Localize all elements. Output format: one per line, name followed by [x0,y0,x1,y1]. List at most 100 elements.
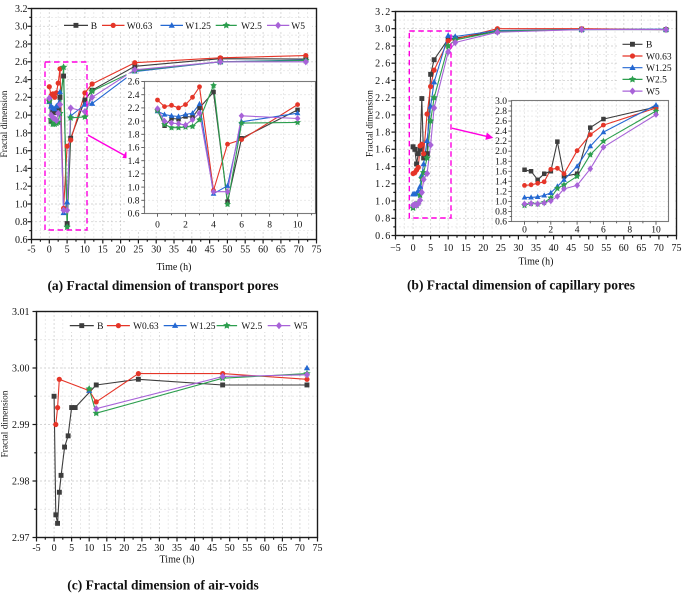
svg-text:5: 5 [428,243,433,254]
svg-text:0: 0 [52,543,57,554]
svg-text:2.4: 2.4 [375,76,391,87]
svg-text:10: 10 [293,221,303,231]
svg-text:0.6: 0.6 [128,210,140,220]
svg-text:2.6: 2.6 [15,57,28,68]
svg-text:2.6: 2.6 [375,59,391,70]
svg-text:40: 40 [190,543,200,554]
svg-text:3.2: 3.2 [15,4,28,15]
svg-text:3.01: 3.01 [12,307,30,318]
svg-text:6: 6 [601,226,606,236]
svg-text:0.8: 0.8 [15,217,28,228]
svg-text:0.6: 0.6 [15,235,28,246]
svg-text:1.6: 1.6 [375,145,391,156]
svg-text:1.6: 1.6 [128,144,140,154]
svg-text:B: B [646,41,652,51]
svg-text:75: 75 [313,543,323,554]
svg-text:1.0: 1.0 [128,183,140,193]
svg-text:0: 0 [411,243,416,254]
svg-text:15: 15 [102,543,112,554]
svg-text:4: 4 [575,226,580,236]
svg-text:8: 8 [627,226,632,236]
svg-text:15: 15 [98,244,108,255]
svg-text:2.99: 2.99 [12,420,30,431]
svg-text:1.4: 1.4 [15,164,28,175]
svg-text:2.4: 2.4 [15,75,28,86]
svg-text:10: 10 [84,543,94,554]
svg-text:Time (h): Time (h) [157,262,192,273]
svg-text:20: 20 [116,244,126,255]
svg-text:B: B [97,322,103,332]
svg-text:2.0: 2.0 [128,117,140,127]
svg-text:Time (h): Time (h) [160,555,195,566]
svg-text:Fractal dimension: Fractal dimension [0,90,10,157]
svg-text:1.0: 1.0 [375,196,391,207]
svg-text:-5: -5 [32,543,40,554]
svg-text:1.6: 1.6 [15,146,28,157]
svg-text:1.4: 1.4 [375,162,391,173]
svg-text:0.8: 0.8 [375,214,391,225]
svg-text:55: 55 [240,244,250,255]
svg-text:8: 8 [267,221,272,231]
svg-text:1.0: 1.0 [495,197,507,207]
svg-text:0: 0 [522,226,527,236]
svg-text:45: 45 [566,243,576,254]
svg-text:W0.63: W0.63 [133,322,159,332]
svg-text:1.2: 1.2 [495,187,507,197]
svg-text:2.0: 2.0 [495,147,507,157]
svg-text:40: 40 [187,244,197,255]
svg-text:70: 70 [654,243,664,254]
svg-text:60: 60 [260,543,270,554]
svg-text:(a) Fractal dimension of trans: (a) Fractal dimension of transport pores [47,278,278,293]
svg-text:35: 35 [172,543,182,554]
svg-text:10: 10 [651,226,661,236]
svg-text:3.2: 3.2 [375,7,391,18]
svg-text:15: 15 [461,243,471,254]
svg-text:2.4: 2.4 [128,91,140,101]
svg-text:10: 10 [443,243,453,254]
svg-text:20: 20 [119,543,129,554]
svg-text:4: 4 [211,221,216,231]
svg-text:2.4: 2.4 [495,127,507,137]
svg-text:(c) Fractal dimension of air-v: (c) Fractal dimension of air-voids [67,578,258,593]
svg-text:2.2: 2.2 [495,137,507,147]
svg-text:2.2: 2.2 [15,93,28,104]
svg-text:W1.25: W1.25 [190,322,216,332]
svg-text:0: 0 [155,221,160,231]
svg-text:0: 0 [47,244,52,255]
svg-text:W2.5: W2.5 [241,322,262,332]
svg-text:2.2: 2.2 [375,93,391,104]
svg-text:35: 35 [169,244,179,255]
svg-text:W2.5: W2.5 [646,76,667,86]
svg-text:1.2: 1.2 [375,179,391,190]
svg-text:55: 55 [242,543,252,554]
svg-text:-5: -5 [27,244,35,255]
svg-text:W2.5: W2.5 [241,22,262,32]
svg-text:20: 20 [478,243,488,254]
svg-text:2.6: 2.6 [128,78,140,88]
svg-text:3.00: 3.00 [12,363,30,374]
svg-text:1.6: 1.6 [495,167,507,177]
svg-text:10: 10 [80,244,90,255]
svg-text:2.97: 2.97 [12,533,30,544]
svg-text:50: 50 [225,543,235,554]
svg-text:6: 6 [239,221,244,231]
svg-text:W5: W5 [294,322,308,332]
svg-text:1.0: 1.0 [15,199,28,210]
svg-text:1.8: 1.8 [15,128,28,139]
svg-text:W1.25: W1.25 [185,22,211,32]
svg-text:2.0: 2.0 [375,110,391,121]
svg-text:1.8: 1.8 [495,157,507,167]
svg-text:−5: −5 [390,243,401,254]
svg-text:25: 25 [133,244,143,255]
svg-text:25: 25 [137,543,147,554]
svg-text:W5: W5 [646,87,660,97]
svg-text:(b) Fractal dimension of capil: (b) Fractal dimension of capillary pores [407,278,635,293]
svg-text:70: 70 [294,244,304,255]
svg-text:2: 2 [183,221,188,231]
svg-text:W1.25: W1.25 [646,64,672,74]
svg-text:1.4: 1.4 [128,157,140,167]
svg-text:1.2: 1.2 [15,182,28,193]
svg-text:1.8: 1.8 [128,131,140,141]
svg-text:0.6: 0.6 [375,231,391,242]
svg-text:3.0: 3.0 [15,22,28,33]
